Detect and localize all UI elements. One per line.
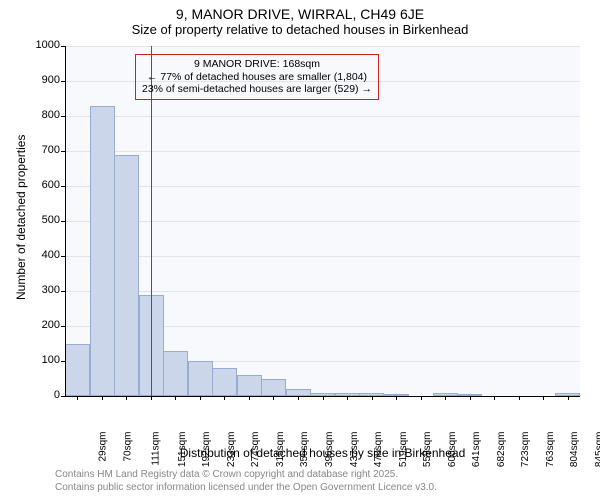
footer-line-1: Contains HM Land Registry data © Crown c… bbox=[55, 468, 437, 481]
x-tick-mark bbox=[421, 396, 422, 400]
y-tick-label: 200 bbox=[30, 319, 60, 331]
x-tick-mark bbox=[249, 396, 250, 400]
x-tick-mark bbox=[323, 396, 324, 400]
gridline bbox=[65, 151, 580, 152]
x-tick-mark bbox=[102, 396, 103, 400]
y-tick-label: 0 bbox=[30, 389, 60, 401]
x-tick-mark bbox=[372, 396, 373, 400]
x-tick-label: 845sqm bbox=[594, 432, 600, 468]
histogram-bar bbox=[90, 106, 115, 397]
x-tick-mark bbox=[396, 396, 397, 400]
x-tick-mark bbox=[470, 396, 471, 400]
gridline bbox=[65, 46, 580, 47]
histogram-bar bbox=[237, 375, 262, 396]
gridline bbox=[65, 221, 580, 222]
y-axis-label: Number of detached properties bbox=[14, 135, 28, 300]
gridline bbox=[65, 256, 580, 257]
y-tick-label: 1000 bbox=[30, 39, 60, 51]
annotation-line: ← 77% of detached houses are smaller (1,… bbox=[142, 71, 372, 84]
x-tick-mark bbox=[347, 396, 348, 400]
gridline bbox=[65, 116, 580, 117]
x-tick-mark bbox=[298, 396, 299, 400]
histogram-chart: 0100200300400500600700800900100029sqm70s… bbox=[0, 0, 600, 500]
y-tick-label: 100 bbox=[30, 354, 60, 366]
y-tick-label: 400 bbox=[30, 249, 60, 261]
histogram-bar bbox=[286, 389, 311, 396]
y-tick-label: 300 bbox=[30, 284, 60, 296]
annotation-line: 9 MANOR DRIVE: 168sqm bbox=[142, 58, 372, 71]
x-tick-mark bbox=[519, 396, 520, 400]
x-tick-mark bbox=[77, 396, 78, 400]
gridline bbox=[65, 186, 580, 187]
x-tick-mark bbox=[175, 396, 176, 400]
x-tick-mark bbox=[494, 396, 495, 400]
y-tick-label: 900 bbox=[30, 74, 60, 86]
y-tick-label: 700 bbox=[30, 144, 60, 156]
y-tick-label: 600 bbox=[30, 179, 60, 191]
annotation-line: 23% of semi-detached houses are larger (… bbox=[142, 83, 372, 96]
x-tick-mark bbox=[273, 396, 274, 400]
histogram-bar bbox=[114, 155, 139, 397]
annotation-box: 9 MANOR DRIVE: 168sqm← 77% of detached h… bbox=[135, 54, 379, 100]
x-tick-mark bbox=[445, 396, 446, 400]
footer-attribution: Contains HM Land Registry data © Crown c… bbox=[55, 468, 437, 494]
x-tick-mark bbox=[151, 396, 152, 400]
histogram-bar bbox=[188, 361, 213, 396]
x-tick-mark bbox=[224, 396, 225, 400]
histogram-bar bbox=[65, 344, 90, 397]
gridline bbox=[65, 291, 580, 292]
y-axis-line bbox=[65, 46, 66, 396]
y-tick-label: 500 bbox=[30, 214, 60, 226]
histogram-bar bbox=[163, 351, 188, 397]
x-tick-mark bbox=[126, 396, 127, 400]
footer-line-2: Contains public sector information licen… bbox=[55, 481, 437, 494]
histogram-bar bbox=[261, 379, 286, 397]
x-tick-mark bbox=[200, 396, 201, 400]
x-tick-mark bbox=[543, 396, 544, 400]
x-axis-label: Distribution of detached houses by size … bbox=[65, 446, 580, 460]
histogram-bar bbox=[212, 368, 237, 396]
y-tick-label: 800 bbox=[30, 109, 60, 121]
x-tick-mark bbox=[568, 396, 569, 400]
